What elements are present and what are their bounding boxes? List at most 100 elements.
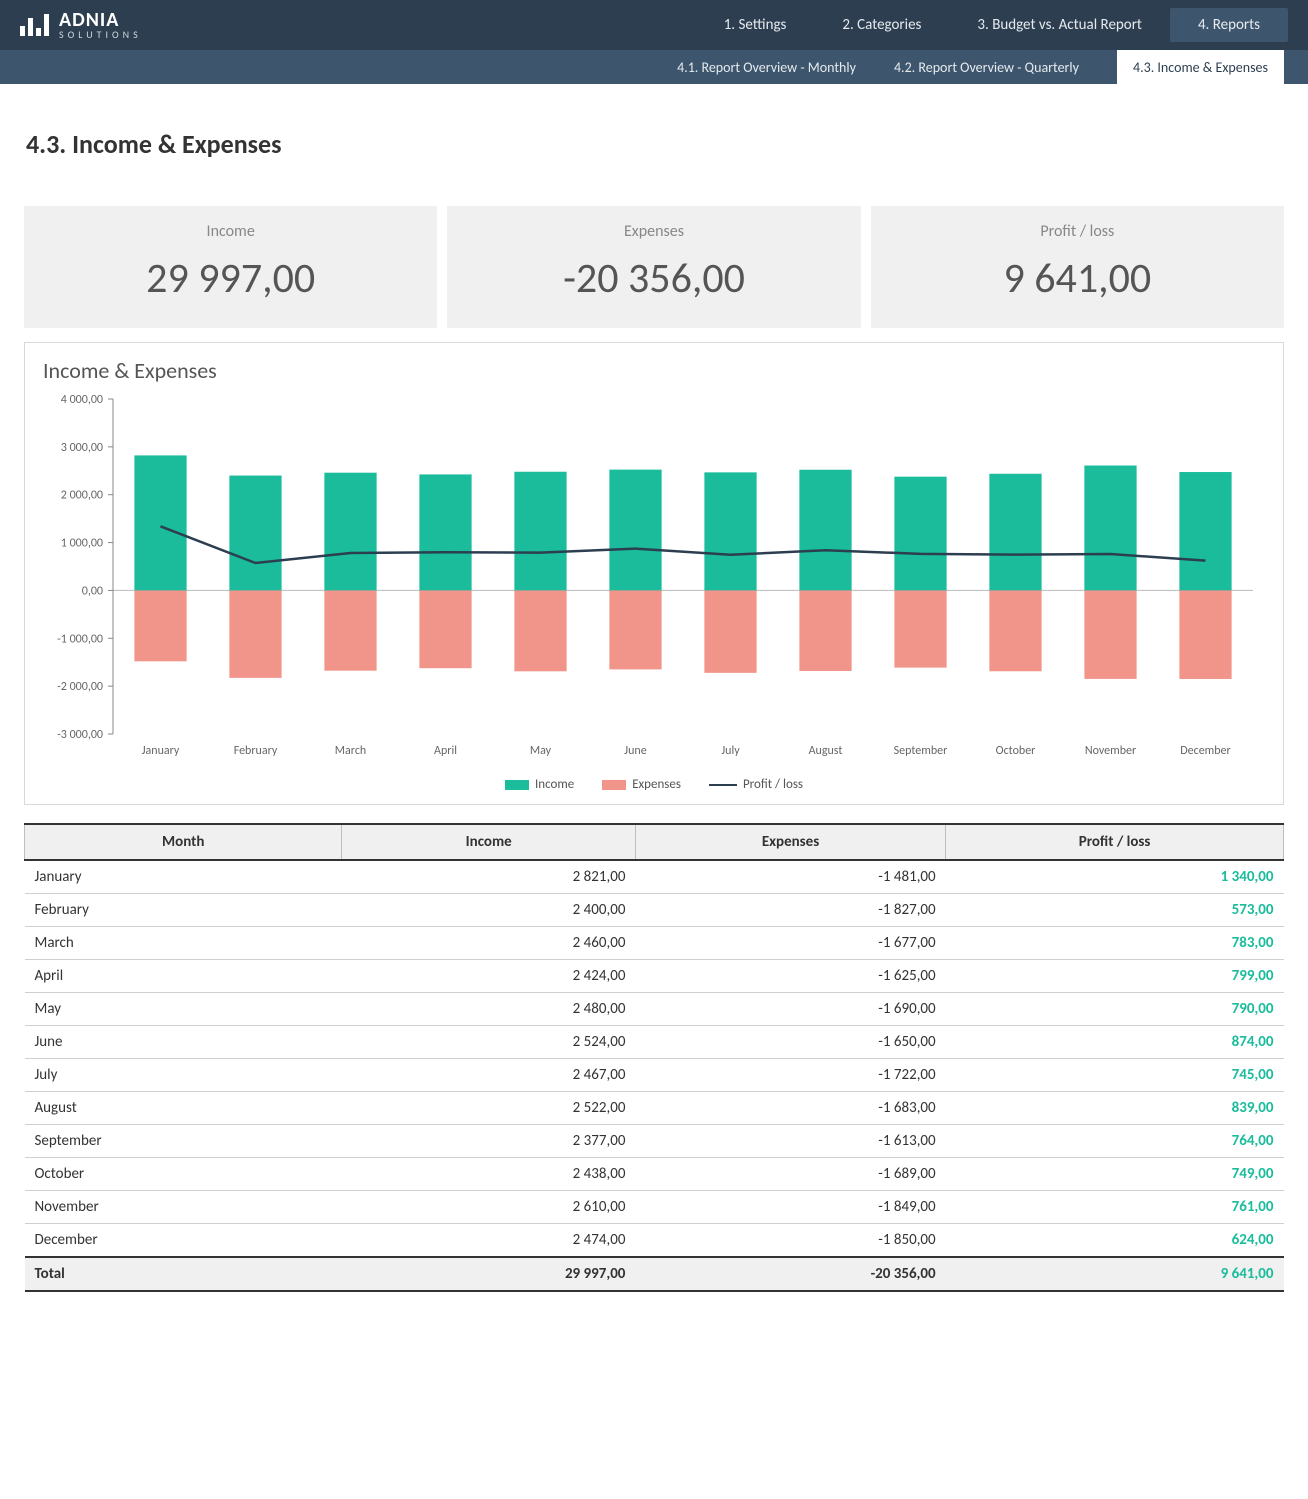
kpi-label: Profit / loss	[881, 222, 1274, 241]
table-row: May2 480,00-1 690,00790,00	[25, 993, 1284, 1026]
cell-month: October	[25, 1158, 342, 1191]
legend-profit: Profit / loss	[709, 777, 803, 792]
top-nav-bar: ADNIA SOLUTIONS 1. Settings2. Categories…	[0, 0, 1308, 50]
income-expenses-chart: 4 000,003 000,002 000,001 000,000,00-1 0…	[43, 394, 1263, 764]
table-row: July2 467,00-1 722,00745,00	[25, 1059, 1284, 1092]
table-row: August2 522,00-1 683,00839,00	[25, 1092, 1284, 1125]
cell-profit: 624,00	[946, 1224, 1284, 1258]
svg-text:3 000,00: 3 000,00	[61, 441, 103, 455]
svg-text:-3 000,00: -3 000,00	[57, 728, 103, 742]
svg-text:December: December	[1180, 744, 1230, 758]
kpi-row: Income29 997,00Expenses-20 356,00Profit …	[24, 206, 1284, 328]
cell-profit: 799,00	[946, 960, 1284, 993]
svg-text:May: May	[530, 744, 552, 758]
table-row: April2 424,00-1 625,00799,00	[25, 960, 1284, 993]
kpi-value: 29 997,00	[34, 253, 427, 304]
svg-text:January: January	[142, 744, 180, 758]
chart-legend: Income Expenses Profit / loss	[43, 769, 1265, 794]
svg-text:September: September	[894, 744, 948, 758]
cell-month: February	[25, 894, 342, 927]
brand-sub: SOLUTIONS	[59, 30, 142, 40]
table-row: September2 377,00-1 613,00764,00	[25, 1125, 1284, 1158]
cell-income: 2 610,00	[342, 1191, 635, 1224]
cell-month: March	[25, 927, 342, 960]
cell-profit: 9 641,00	[946, 1257, 1284, 1291]
cell-expenses: -1 613,00	[635, 1125, 945, 1158]
cell-expenses: -1 690,00	[635, 993, 945, 1026]
chart-card: Income & Expenses 4 000,003 000,002 000,…	[24, 342, 1284, 805]
svg-text:April: April	[434, 744, 457, 758]
legend-income: Income	[505, 777, 574, 792]
svg-text:4 000,00: 4 000,00	[61, 394, 103, 407]
table-row: October2 438,00-1 689,00749,00	[25, 1158, 1284, 1191]
svg-text:October: October	[996, 744, 1036, 758]
table-row: March2 460,00-1 677,00783,00	[25, 927, 1284, 960]
table-row: January2 821,00-1 481,001 340,00	[25, 860, 1284, 894]
table-header: Month	[25, 824, 342, 860]
cell-expenses: -1 677,00	[635, 927, 945, 960]
cell-profit: 783,00	[946, 927, 1284, 960]
nav-item[interactable]: 2. Categories	[814, 8, 949, 42]
cell-expenses: -1 722,00	[635, 1059, 945, 1092]
brand-logo: ADNIA SOLUTIONS	[20, 10, 142, 40]
kpi-card: Income 29 997,00	[24, 206, 437, 328]
cell-profit: 1 340,00	[946, 860, 1284, 894]
subnav-item[interactable]: 4.1. Report Overview - Monthly	[677, 59, 856, 76]
svg-text:0,00: 0,00	[82, 584, 103, 598]
cell-month: November	[25, 1191, 342, 1224]
kpi-label: Income	[34, 222, 427, 241]
svg-text:November: November	[1085, 744, 1136, 758]
svg-text:1 000,00: 1 000,00	[61, 537, 103, 551]
cell-profit: 761,00	[946, 1191, 1284, 1224]
subnav-item[interactable]: 4.3. Income & Expenses	[1117, 50, 1284, 84]
cell-expenses: -1 849,00	[635, 1191, 945, 1224]
table-header: Income	[342, 824, 635, 860]
cell-expenses: -20 356,00	[635, 1257, 945, 1291]
svg-text:July: July	[721, 744, 740, 758]
cell-expenses: -1 650,00	[635, 1026, 945, 1059]
page-title: 4.3. Income & Expenses	[26, 128, 1284, 160]
cell-month: December	[25, 1224, 342, 1258]
cell-month: June	[25, 1026, 342, 1059]
cell-profit: 573,00	[946, 894, 1284, 927]
nav-item[interactable]: 3. Budget vs. Actual Report	[949, 8, 1170, 42]
logo-bars-icon	[20, 14, 49, 36]
cell-income: 2 424,00	[342, 960, 635, 993]
sub-nav-bar: 4.1. Report Overview - Monthly 4.2. Repor…	[0, 50, 1308, 84]
cell-profit: 790,00	[946, 993, 1284, 1026]
kpi-card: Profit / loss 9 641,00	[871, 206, 1284, 328]
cell-income: 2 524,00	[342, 1026, 635, 1059]
cell-profit: 745,00	[946, 1059, 1284, 1092]
cell-expenses: -1 683,00	[635, 1092, 945, 1125]
cell-income: 2 467,00	[342, 1059, 635, 1092]
cell-profit: 874,00	[946, 1026, 1284, 1059]
table-total-row: Total29 997,00-20 356,009 641,00	[25, 1257, 1284, 1291]
cell-month: August	[25, 1092, 342, 1125]
table-row: November2 610,00-1 849,00761,00	[25, 1191, 1284, 1224]
cell-income: 2 400,00	[342, 894, 635, 927]
subnav-item[interactable]: 4.2. Report Overview - Quarterly	[894, 59, 1079, 76]
svg-text:March: March	[335, 744, 366, 758]
cell-income: 29 997,00	[342, 1257, 635, 1291]
data-table: MonthIncomeExpensesProfit / loss January…	[24, 823, 1284, 1292]
cell-income: 2 821,00	[342, 860, 635, 894]
nav-item[interactable]: 1. Settings	[696, 8, 815, 42]
nav-item[interactable]: 4. Reports	[1170, 8, 1288, 42]
cell-profit: 839,00	[946, 1092, 1284, 1125]
table-header: Profit / loss	[946, 824, 1284, 860]
cell-profit: 764,00	[946, 1125, 1284, 1158]
legend-expenses: Expenses	[602, 777, 681, 792]
kpi-value: 9 641,00	[881, 253, 1274, 304]
svg-text:2 000,00: 2 000,00	[61, 489, 103, 503]
legend-profit-label: Profit / loss	[743, 777, 803, 792]
cell-month: July	[25, 1059, 342, 1092]
cell-income: 2 438,00	[342, 1158, 635, 1191]
svg-text:February: February	[234, 744, 278, 758]
brand-name: ADNIA	[59, 10, 142, 30]
main-nav: 1. Settings2. Categories3. Budget vs. Ac…	[696, 8, 1288, 42]
kpi-card: Expenses-20 356,00	[447, 206, 860, 328]
legend-income-label: Income	[535, 777, 574, 792]
cell-month: September	[25, 1125, 342, 1158]
cell-expenses: -1 827,00	[635, 894, 945, 927]
cell-income: 2 460,00	[342, 927, 635, 960]
